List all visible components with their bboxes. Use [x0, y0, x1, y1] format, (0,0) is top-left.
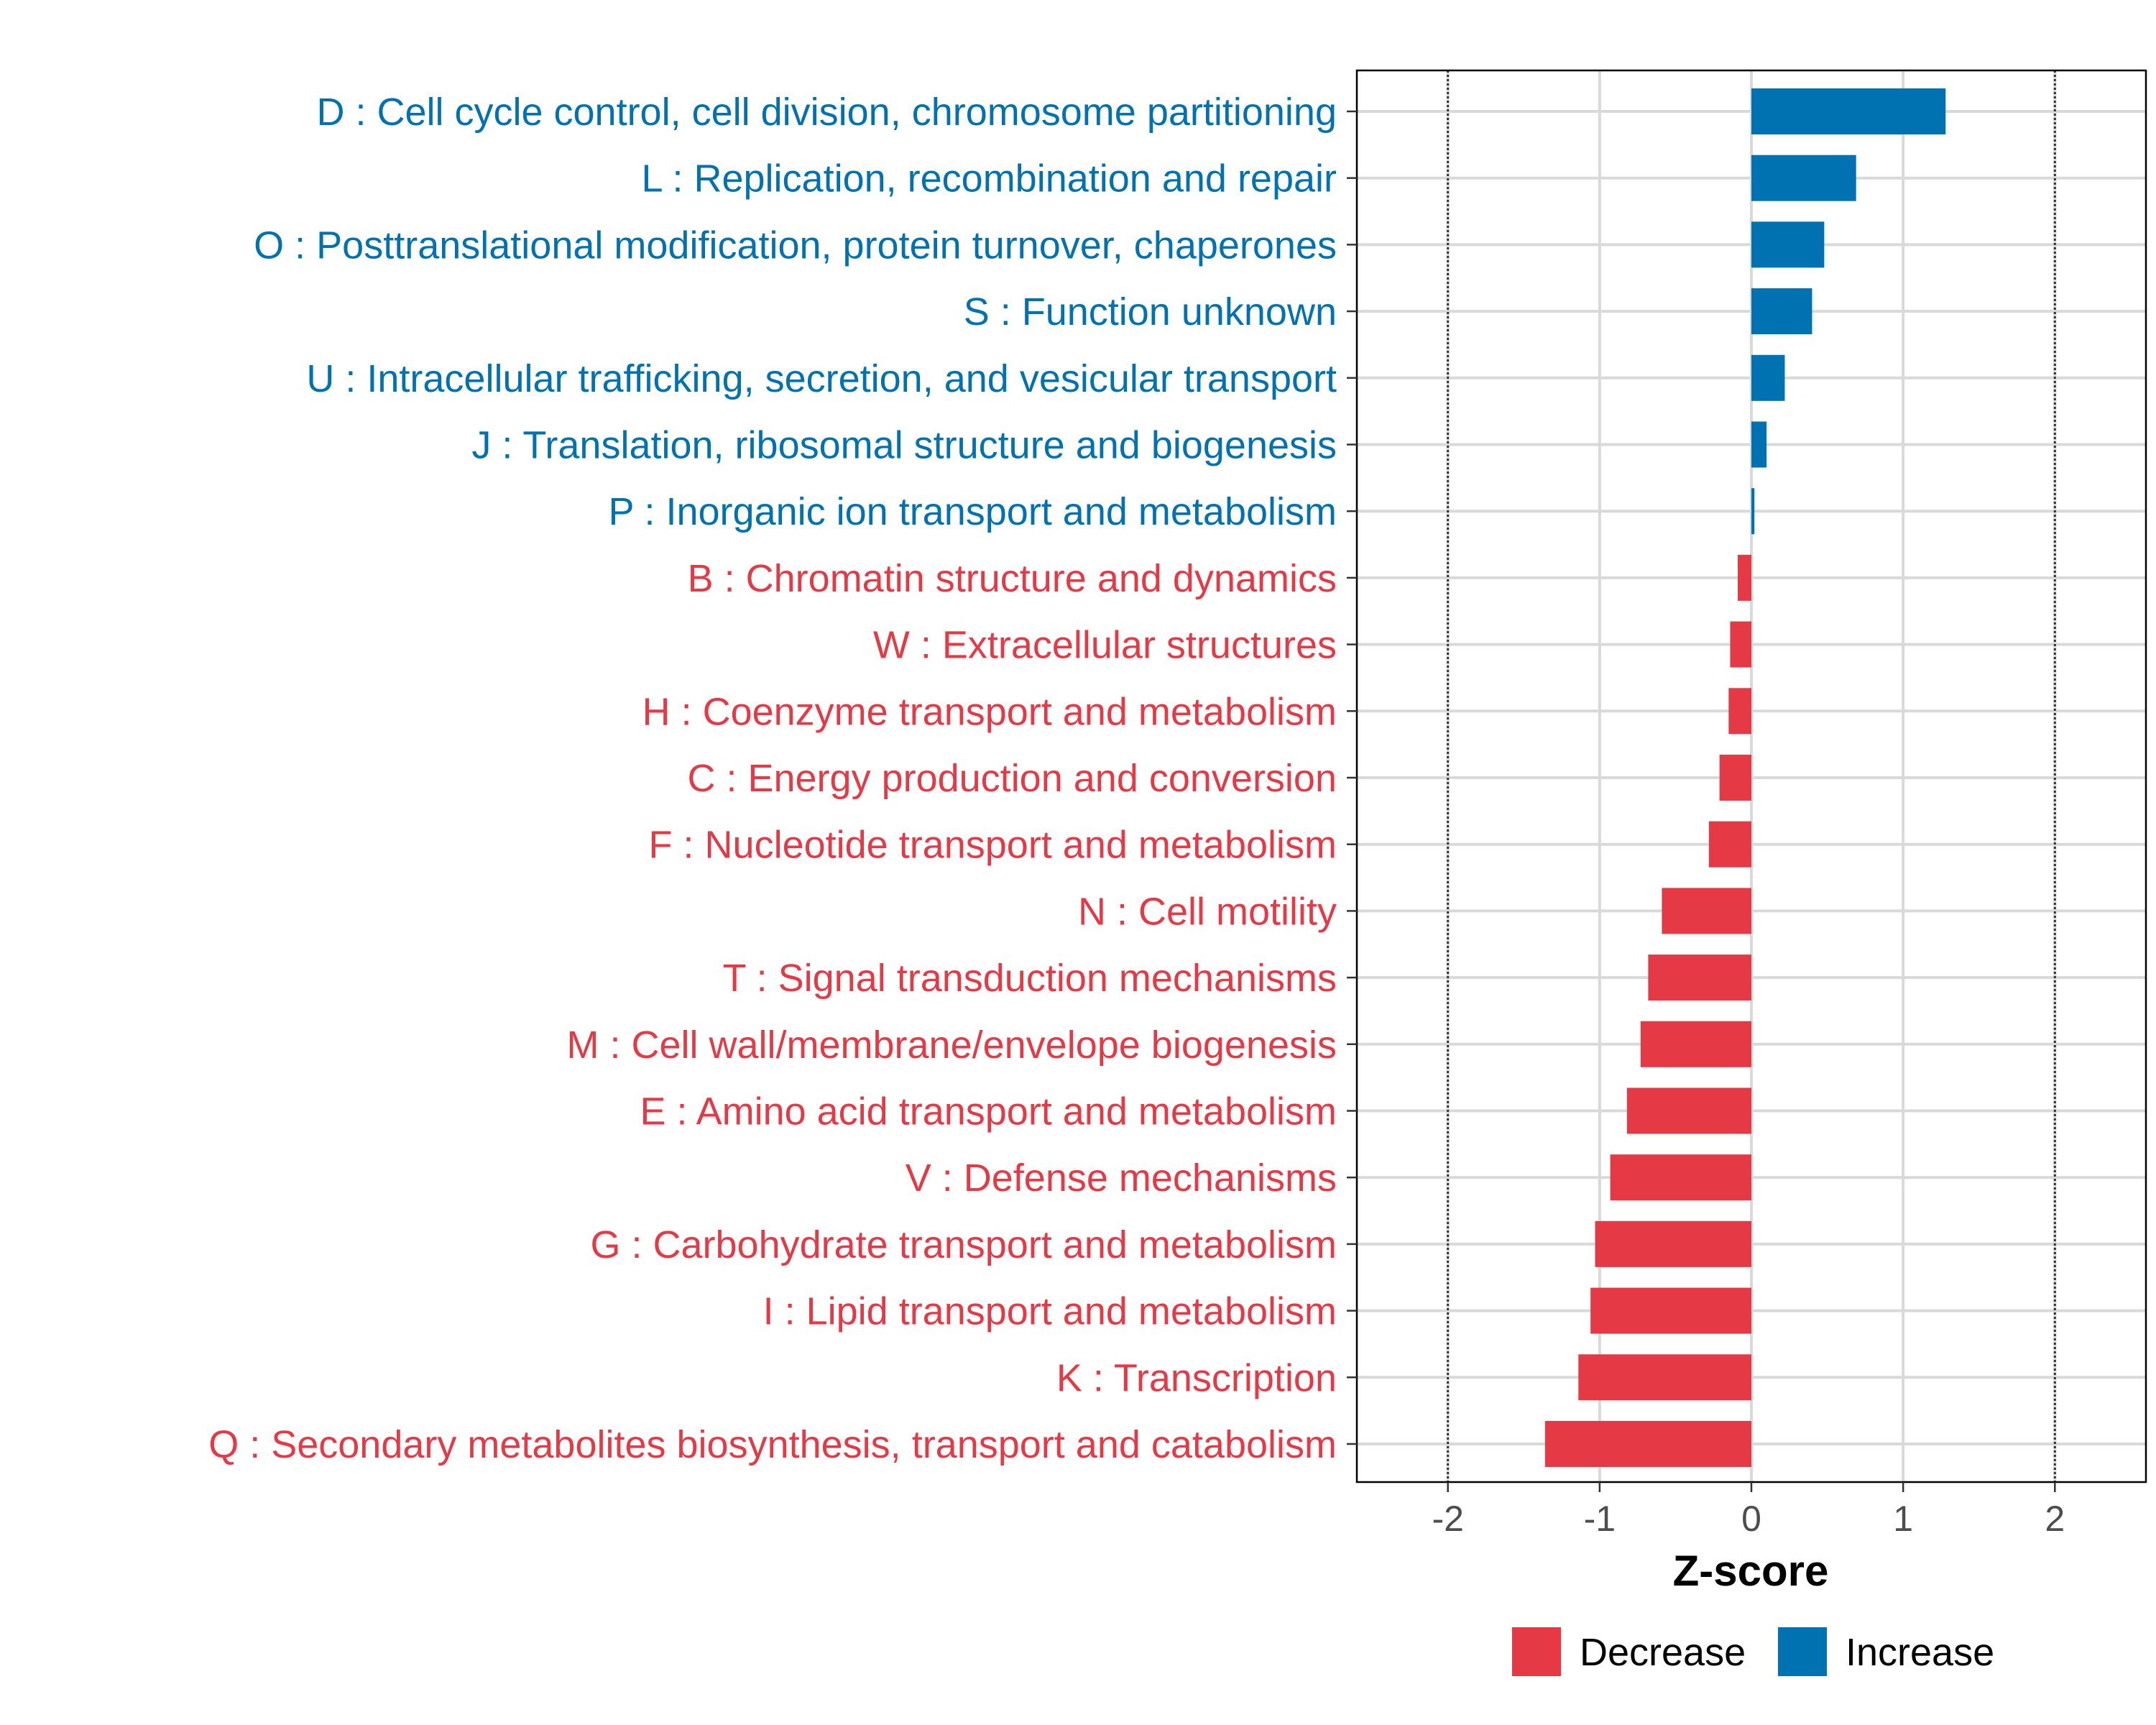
- bar: [1728, 688, 1751, 735]
- bar: [1640, 1021, 1751, 1067]
- bar: [1590, 1287, 1751, 1334]
- bar: [1595, 1220, 1751, 1267]
- bar: [1730, 621, 1751, 668]
- x-tick-label: 1: [1893, 1499, 1913, 1539]
- y-tick-label: K : Transcription: [1056, 1356, 1337, 1399]
- y-tick-label: W : Extracellular structures: [873, 624, 1337, 667]
- y-tick-label: P : Inorganic ion transport and metaboli…: [608, 490, 1337, 533]
- y-tick-label: U : Intracellular trafficking, secretion…: [306, 357, 1337, 400]
- bar: [1662, 888, 1751, 934]
- y-tick-label: Q : Secondary metabolites biosynthesis, …: [208, 1423, 1337, 1466]
- x-tick-label: 0: [1741, 1499, 1761, 1539]
- x-axis-title: Z-score: [1673, 1547, 1829, 1595]
- bar: [1751, 221, 1825, 268]
- x-tick-layer: -2 -1 0 1 2: [1432, 1482, 2065, 1539]
- legend-label: Increase: [1846, 1631, 1994, 1674]
- y-tick-label: G : Carbohydrate transport and metabolis…: [591, 1223, 1337, 1266]
- bar: [1708, 821, 1751, 868]
- y-tick-label: F : Nucleotide transport and metabolism: [649, 824, 1337, 867]
- bar: [1751, 354, 1785, 401]
- y-tick-label: E : Amino acid transport and metabolism: [640, 1090, 1337, 1133]
- bar: [1719, 755, 1751, 801]
- x-tick-label: -1: [1584, 1499, 1616, 1539]
- y-tick-label: O : Posttranslational modification, prot…: [254, 224, 1337, 267]
- bar: [1610, 1154, 1751, 1201]
- bar: [1648, 954, 1751, 1001]
- bar: [1751, 288, 1812, 335]
- y-tick-label: L : Replication, recombination and repai…: [641, 157, 1337, 201]
- x-tick-label: 2: [2045, 1499, 2065, 1539]
- y-tick-label: J : Translation, ribosomal structure and…: [471, 424, 1337, 467]
- y-tick-label: N : Cell motility: [1078, 890, 1337, 933]
- bar: [1544, 1421, 1751, 1467]
- legend-key: [1512, 1627, 1561, 1676]
- y-tick-label: S : Function unknown: [964, 290, 1337, 334]
- y-tick-label: M : Cell wall/membrane/envelope biogenes…: [566, 1024, 1337, 1067]
- bar-layer: [1447, 70, 2056, 1482]
- y-tick-label: I : Lipid transport and metabolism: [763, 1290, 1337, 1333]
- y-tick-label: C : Energy production and conversion: [687, 757, 1337, 800]
- bar: [1751, 421, 1767, 468]
- legend-label: Decrease: [1580, 1631, 1746, 1674]
- bar: [1626, 1087, 1751, 1134]
- y-tick-label: T : Signal transduction mechanisms: [723, 957, 1337, 1000]
- bar: [1751, 88, 1946, 134]
- bar: [1751, 488, 1755, 535]
- bar: [1737, 554, 1751, 601]
- y-tick-label: V : Defense mechanisms: [906, 1156, 1337, 1200]
- legend-key: [1778, 1627, 1827, 1676]
- x-tick-label: -2: [1432, 1499, 1463, 1539]
- y-tick-label: H : Coenzyme transport and metabolism: [642, 690, 1337, 733]
- y-tick-layer: D : Cell cycle control, cell division, c…: [208, 91, 1357, 1466]
- y-tick-label: B : Chromatin structure and dynamics: [688, 557, 1337, 600]
- bar: [1751, 155, 1856, 201]
- bar: [1578, 1354, 1751, 1401]
- y-tick-label: D : Cell cycle control, cell division, c…: [316, 91, 1337, 134]
- legend: Decrease Increase: [1512, 1627, 1994, 1676]
